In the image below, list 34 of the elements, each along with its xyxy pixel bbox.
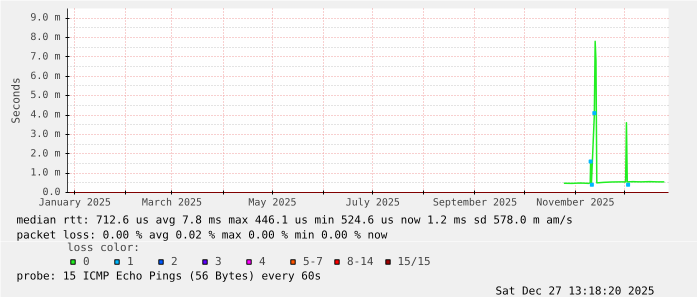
text: median rtt: 712.6 us avg 7.8 ms max 446.1 us min 524.6 us now 1.2 ms sd 578.0 m am/s	[16, 214, 573, 226]
y-tick-label: 2.0 m	[30, 148, 61, 160]
y-axis-title: Seconds	[9, 77, 22, 124]
text: packet loss: 0.00 % avg 0.02 % max 0.00 % min 0.00 % now	[16, 228, 388, 242]
legend-title: loss color:	[67, 241, 141, 254]
x-tick-label: March 2025	[142, 198, 202, 208]
y-tick-label: 6.0 m	[30, 70, 61, 82]
y-tick-label: 4.0 m	[30, 110, 61, 121]
x-tick-label: September 2025	[432, 198, 518, 208]
y-tick-label: 7.0 m	[30, 51, 61, 62]
legend-label: 1	[127, 255, 135, 268]
y-tick-label: 9.0 m	[30, 12, 61, 24]
legend-label: 0	[83, 255, 91, 268]
y-tick-label: 0.0	[42, 187, 60, 198]
text: probe: 15 ICMP Echo Pings (56 Bytes) every 60s	[16, 270, 322, 282]
point	[592, 111, 596, 116]
legend-label: 5-7	[303, 255, 323, 268]
legend-label: 15/15	[398, 255, 431, 268]
x-tick-label: May 2025	[248, 198, 297, 208]
x-tick-label: November 2025	[536, 198, 615, 208]
point	[626, 182, 630, 187]
legend-label: 4	[259, 255, 267, 268]
y-tick-label: 5.0 m	[30, 90, 61, 102]
y-tick-label: 8.0 m	[30, 32, 61, 44]
y-tick-label: 3.0 m	[30, 128, 61, 140]
text: Sat Dec 27 13:18:20 2025	[496, 284, 655, 297]
point	[590, 182, 594, 187]
x-tick-label: July 2025	[346, 198, 400, 208]
legend-label: 8-14	[347, 255, 374, 268]
y-tick-label: 1.0 m	[30, 168, 61, 179]
x-tick-label: January 2025	[38, 198, 111, 208]
legend-label: 2	[171, 255, 179, 268]
point	[588, 160, 593, 164]
legend-label: 3	[215, 255, 223, 268]
